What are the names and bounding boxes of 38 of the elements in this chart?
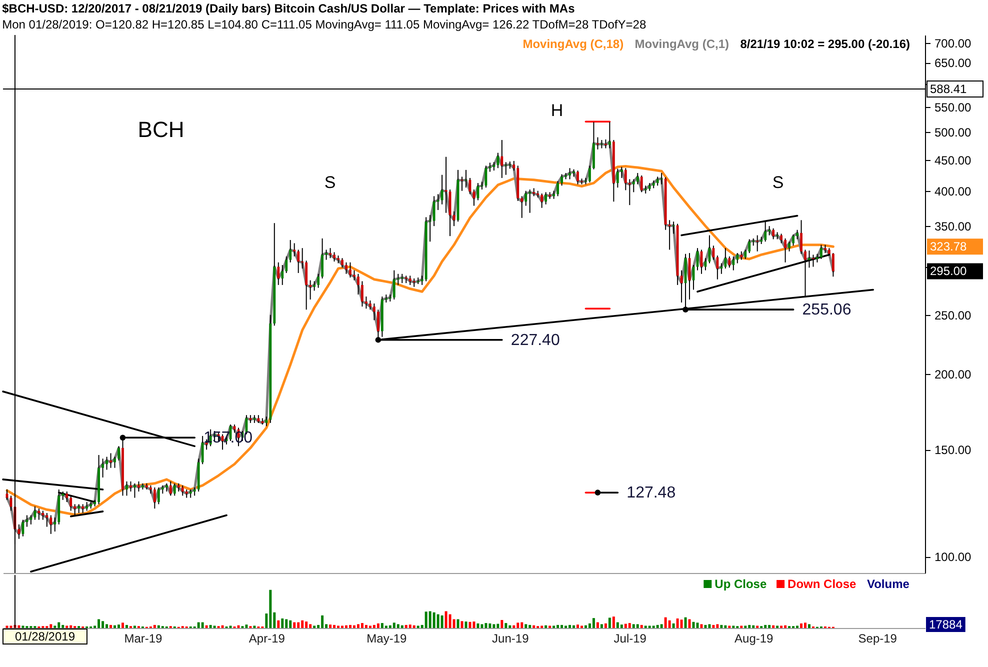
text: 295.00 [930,264,968,278]
x-tick-label: Apr-19 [248,632,286,646]
annotation: 8/21/19 10:02 = 295.00 (-20.16) [740,37,910,51]
chart-title: $BCH-USD: 12/20/2017 - 08/21/2019 (Daily bars) Bitcoin Cash/US Dollar — Template: Prices with MAs [2,2,576,16]
y-tick-label: 150.00 [934,443,972,458]
text: 323.78 [930,240,968,254]
ref-line-label: 588.41 [930,82,968,96]
y-tick-label: 550.00 [934,100,972,114]
annotation: S [772,173,784,192]
y-tick-label: 450.00 [934,153,972,168]
x-tick-label: Jun-19 [492,632,530,646]
y-tick-label: 500.00 [934,125,972,140]
annotation: 255.06 [802,302,852,319]
text: 17884 [929,618,963,632]
annotation: 127.48 [626,484,676,502]
text: MovingAvg (C,1) [634,37,730,51]
y-tick-label: 200.00 [934,367,972,382]
annotation: BCH [138,117,184,142]
y-tick-label: 650.00 [934,56,972,70]
x-tick-label: Sep-19 [858,632,898,646]
text: MovingAvg (C,18) [522,37,624,51]
y-tick-label: 100.00 [934,550,972,564]
y-tick-label: 700.00 [934,36,972,51]
chart-title: Volume [866,577,910,591]
y-tick-label: 400.00 [934,184,972,198]
x-tick-label: Mar-19 [124,632,163,646]
legend-label: Down Close [788,577,857,591]
x-tick-label: May-19 [366,632,407,646]
annotation: H [550,101,564,120]
annotation: S [324,173,336,192]
legend-label: Up Close [714,577,767,591]
y-tick-label: 350.00 [934,220,972,234]
annotation: 227.40 [510,332,560,349]
x-tick-label: Aug-19 [734,632,774,646]
y-tick-label: 250.00 [934,308,972,322]
ref-line-label: 01/28/2019 [14,630,76,644]
x-tick-label: Jul-19 [614,632,647,646]
chart-subtitle: Mon 01/28/2019: O=120.82 H=120.85 L=104.80 C=111.05 MovingAvg= 111.05 MovingAvg= 126.22 TDofM=28 TDofY=28 [2,18,646,32]
